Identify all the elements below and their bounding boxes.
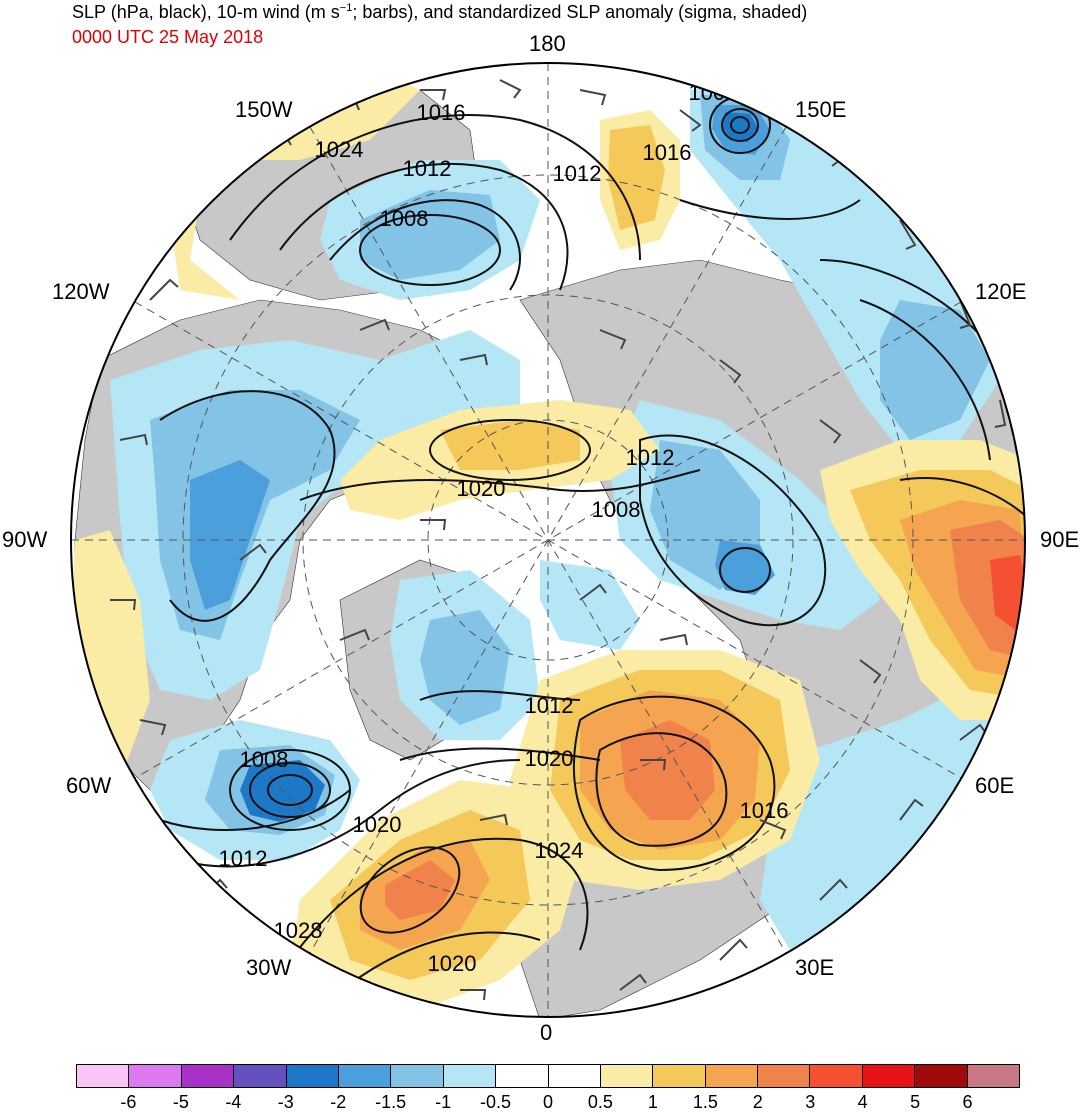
lon-label-150w: 150W: [235, 97, 293, 122]
colorbar-tick-label: -0.5: [480, 1092, 512, 1112]
lon-label-30w: 30W: [246, 955, 292, 980]
colorbar-tick-label: 1: [647, 1092, 658, 1112]
map-boundary: [70, 62, 1026, 1018]
colorbar-tick-label: 2: [752, 1092, 763, 1112]
colorbar-tick-label: 6: [962, 1092, 973, 1112]
colorbar-tick-label: 1.5: [692, 1092, 718, 1112]
colorbar-tick-label: 3: [805, 1092, 816, 1112]
isobar-label: 1020: [457, 476, 506, 501]
lon-label-90w: 90W: [2, 527, 48, 552]
map-title: SLP (hPa, black), 10-m wind (m s−1; barb…: [72, 2, 808, 22]
isobar-labels: 1008 1016 1024 1012 1008 1012 1016 1012 …: [219, 80, 789, 976]
isobars: [159, 96, 1025, 1001]
lon-label-0: 0: [540, 1020, 553, 1045]
isobar-label: 1024: [315, 137, 364, 162]
isobar-label: 1016: [740, 798, 789, 823]
colorbar-box: [915, 1065, 968, 1087]
colorbar-tick-label: -1.5: [375, 1092, 407, 1112]
colorbar-box: [548, 1065, 601, 1087]
colorbar-box: [967, 1065, 1020, 1087]
isobar-label: 1024: [535, 838, 584, 863]
colorbar-tick-label: -6: [120, 1092, 137, 1112]
colorbar-tick-label: -2: [330, 1092, 347, 1112]
isobar-label: 1012: [626, 445, 675, 470]
colorbar-box: [443, 1065, 497, 1087]
isobar-label: 1016: [643, 140, 692, 165]
colorbar-tick-label: 0: [542, 1092, 553, 1112]
colorbar-box: [391, 1065, 444, 1087]
colorbar-box: [862, 1065, 916, 1087]
isobar-label: 1020: [525, 746, 574, 771]
lon-label-30e: 30E: [795, 955, 835, 980]
colorbar-box: [286, 1065, 339, 1087]
colorbar-box: [338, 1065, 392, 1087]
colorbar-box: [496, 1065, 549, 1087]
colorbar-box: [705, 1065, 759, 1087]
colorbar-box: [77, 1065, 130, 1087]
lon-label-120e: 120E: [975, 279, 1027, 304]
colorbar-tick-label: -3: [277, 1092, 294, 1112]
colorbar-box: [600, 1065, 654, 1087]
isobar-label: 1008: [380, 206, 429, 231]
isobar-label: 1008: [592, 497, 641, 522]
colorbar-tick-label: -5: [172, 1092, 189, 1112]
isobar-label: 1028: [274, 918, 323, 943]
colorbar: [76, 1064, 1020, 1088]
map-date: 0000 UTC 25 May 2018: [72, 27, 264, 47]
colorbar-box: [653, 1065, 706, 1087]
lon-label-150e: 150E: [795, 97, 847, 122]
isobar-label: 1020: [428, 951, 477, 976]
colorbar-tick-label: 4: [857, 1092, 868, 1112]
lon-label-60e: 60E: [975, 773, 1015, 798]
colorbar-box: [810, 1065, 863, 1087]
isobar-label: 1012: [403, 156, 452, 181]
colorbar-box: [129, 1065, 182, 1087]
colorbar-tick-label: 5: [910, 1092, 921, 1112]
lon-label-180: 180: [529, 31, 566, 56]
lon-label-60w: 60W: [66, 773, 112, 798]
isobar-label: 1012: [219, 846, 268, 871]
isobar-label: 1016: [417, 100, 466, 125]
graticule: [71, 63, 1025, 1017]
isobar-label: 1020: [353, 812, 402, 837]
isobar-label: 1008: [240, 747, 289, 772]
colorbar-tick-label: 0.5: [587, 1092, 613, 1112]
lon-label-90e: 90E: [1040, 527, 1080, 552]
colorbar-tick-label: -4: [225, 1092, 242, 1112]
colorbar-box: [758, 1065, 811, 1087]
lon-label-120w: 120W: [52, 279, 110, 304]
isobar-label: 1012: [553, 161, 602, 186]
colorbar-box: [234, 1065, 287, 1087]
isobar-label: 1012: [525, 693, 574, 718]
colorbar-box: [181, 1065, 235, 1087]
colorbar-tick-label: -1: [435, 1092, 452, 1112]
